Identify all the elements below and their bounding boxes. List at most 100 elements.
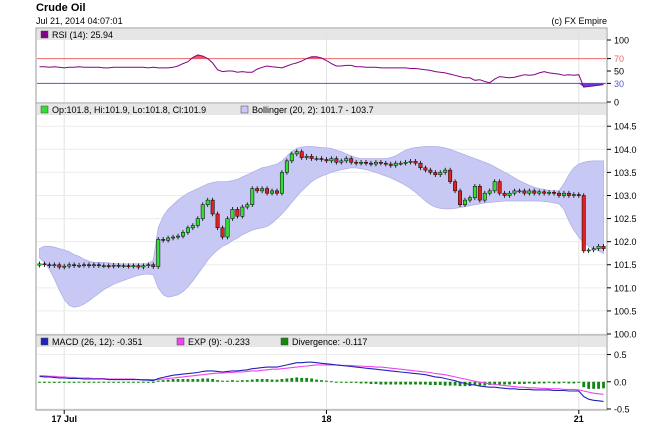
candle-down bbox=[319, 158, 324, 160]
bollinger-legend-swatch bbox=[240, 105, 249, 114]
rsi-tick-label: 30 bbox=[614, 79, 624, 89]
candle-down bbox=[220, 227, 225, 238]
candle-down bbox=[502, 192, 507, 196]
divergence-bar bbox=[532, 381, 536, 384]
divergence-bar bbox=[275, 379, 279, 382]
divergence-bar bbox=[567, 381, 571, 384]
divergence-bar bbox=[62, 381, 66, 383]
divergence-bar bbox=[231, 380, 234, 382]
candle-up bbox=[547, 192, 552, 194]
divergence-bar bbox=[374, 381, 378, 384]
divergence-bar bbox=[211, 379, 215, 382]
candle-up bbox=[141, 265, 146, 268]
ohlc-legend-swatch bbox=[40, 105, 49, 114]
rsi-layer bbox=[37, 54, 606, 88]
rsi-legend: RSI (14): 25.94 bbox=[52, 30, 113, 40]
candle-up bbox=[225, 218, 230, 238]
divergence-bar bbox=[38, 381, 41, 383]
candle-up bbox=[571, 194, 576, 196]
divergence-bar bbox=[562, 381, 566, 383]
candle-up bbox=[304, 155, 309, 158]
candle-up bbox=[294, 151, 299, 155]
candle-down bbox=[210, 199, 215, 215]
candle-down bbox=[299, 151, 304, 158]
divergence-bar bbox=[577, 381, 581, 383]
rsi-tick-label: 50 bbox=[614, 67, 624, 77]
divergence-bar bbox=[527, 381, 531, 384]
candle-down bbox=[423, 167, 428, 171]
candle-up bbox=[398, 162, 403, 165]
candle-up bbox=[166, 237, 171, 241]
macd-layer bbox=[38, 361, 605, 402]
candle-down bbox=[136, 265, 141, 268]
divergence-bar bbox=[310, 378, 314, 382]
candle-up bbox=[596, 246, 601, 249]
divergence-bar bbox=[537, 381, 541, 384]
candle-down bbox=[453, 181, 458, 192]
candle-up bbox=[359, 161, 364, 164]
candle-down bbox=[126, 265, 131, 267]
candle-down bbox=[349, 158, 354, 163]
candle-up bbox=[146, 264, 151, 266]
macd-header bbox=[37, 336, 606, 347]
divergence-bar bbox=[196, 379, 200, 382]
divergence-bar bbox=[181, 379, 185, 382]
candle-up bbox=[176, 235, 180, 238]
candle-up bbox=[329, 158, 334, 162]
candle-down bbox=[96, 264, 101, 266]
bollinger-legend: Bollinger (20, 2): 101.7 - 103.7 bbox=[252, 105, 374, 115]
divergence-bar bbox=[92, 381, 96, 383]
candle-down bbox=[576, 194, 581, 196]
candle-down bbox=[542, 191, 547, 194]
macd-tick-label: 0.5 bbox=[614, 350, 627, 360]
candle-up bbox=[512, 190, 517, 194]
divergence-bar bbox=[508, 381, 511, 385]
divergence-bar bbox=[82, 381, 86, 383]
candle-up bbox=[52, 264, 57, 266]
candle-down bbox=[116, 264, 121, 267]
candle-up bbox=[339, 160, 344, 163]
candle-up bbox=[37, 263, 42, 266]
divergence-bar bbox=[478, 381, 482, 386]
divergence-bar bbox=[245, 380, 249, 382]
candle-down bbox=[161, 239, 166, 241]
divergence-bar bbox=[265, 379, 269, 382]
candle-down bbox=[601, 246, 606, 249]
divergence-bar bbox=[300, 377, 304, 382]
candle-up bbox=[250, 188, 255, 205]
divergence-bar bbox=[295, 377, 299, 382]
divergence-bar bbox=[552, 381, 556, 384]
candle-down bbox=[275, 190, 279, 194]
divergence-bar bbox=[67, 381, 71, 383]
candle-up bbox=[111, 264, 116, 267]
divergence-bar bbox=[206, 378, 210, 382]
candle-up bbox=[260, 188, 265, 192]
price-tick-label: 102.5 bbox=[614, 214, 637, 224]
candle-down bbox=[497, 181, 502, 194]
divergence-bar bbox=[389, 381, 393, 385]
candle-up bbox=[289, 153, 294, 162]
candle-up bbox=[373, 161, 378, 165]
candle-up bbox=[240, 206, 245, 217]
candle-up bbox=[403, 161, 408, 164]
candle-up bbox=[591, 248, 596, 251]
divergence-bar bbox=[57, 381, 61, 383]
price-tick-label: 101.5 bbox=[614, 260, 637, 270]
divergence-bar bbox=[339, 381, 343, 383]
candle-up bbox=[121, 265, 126, 267]
candle-up bbox=[270, 190, 274, 194]
rsi-legend-swatch bbox=[40, 30, 49, 39]
candle-down bbox=[151, 264, 156, 267]
divergence-bar bbox=[290, 377, 294, 382]
candle-up bbox=[408, 161, 413, 163]
candle-down bbox=[42, 263, 47, 266]
candle-up bbox=[200, 204, 205, 219]
candle-up bbox=[527, 190, 532, 194]
candle-up bbox=[279, 172, 284, 194]
divergence-bar bbox=[320, 380, 323, 382]
candle-up bbox=[314, 158, 319, 160]
candle-up bbox=[482, 192, 487, 201]
divergence-bar bbox=[359, 381, 363, 384]
